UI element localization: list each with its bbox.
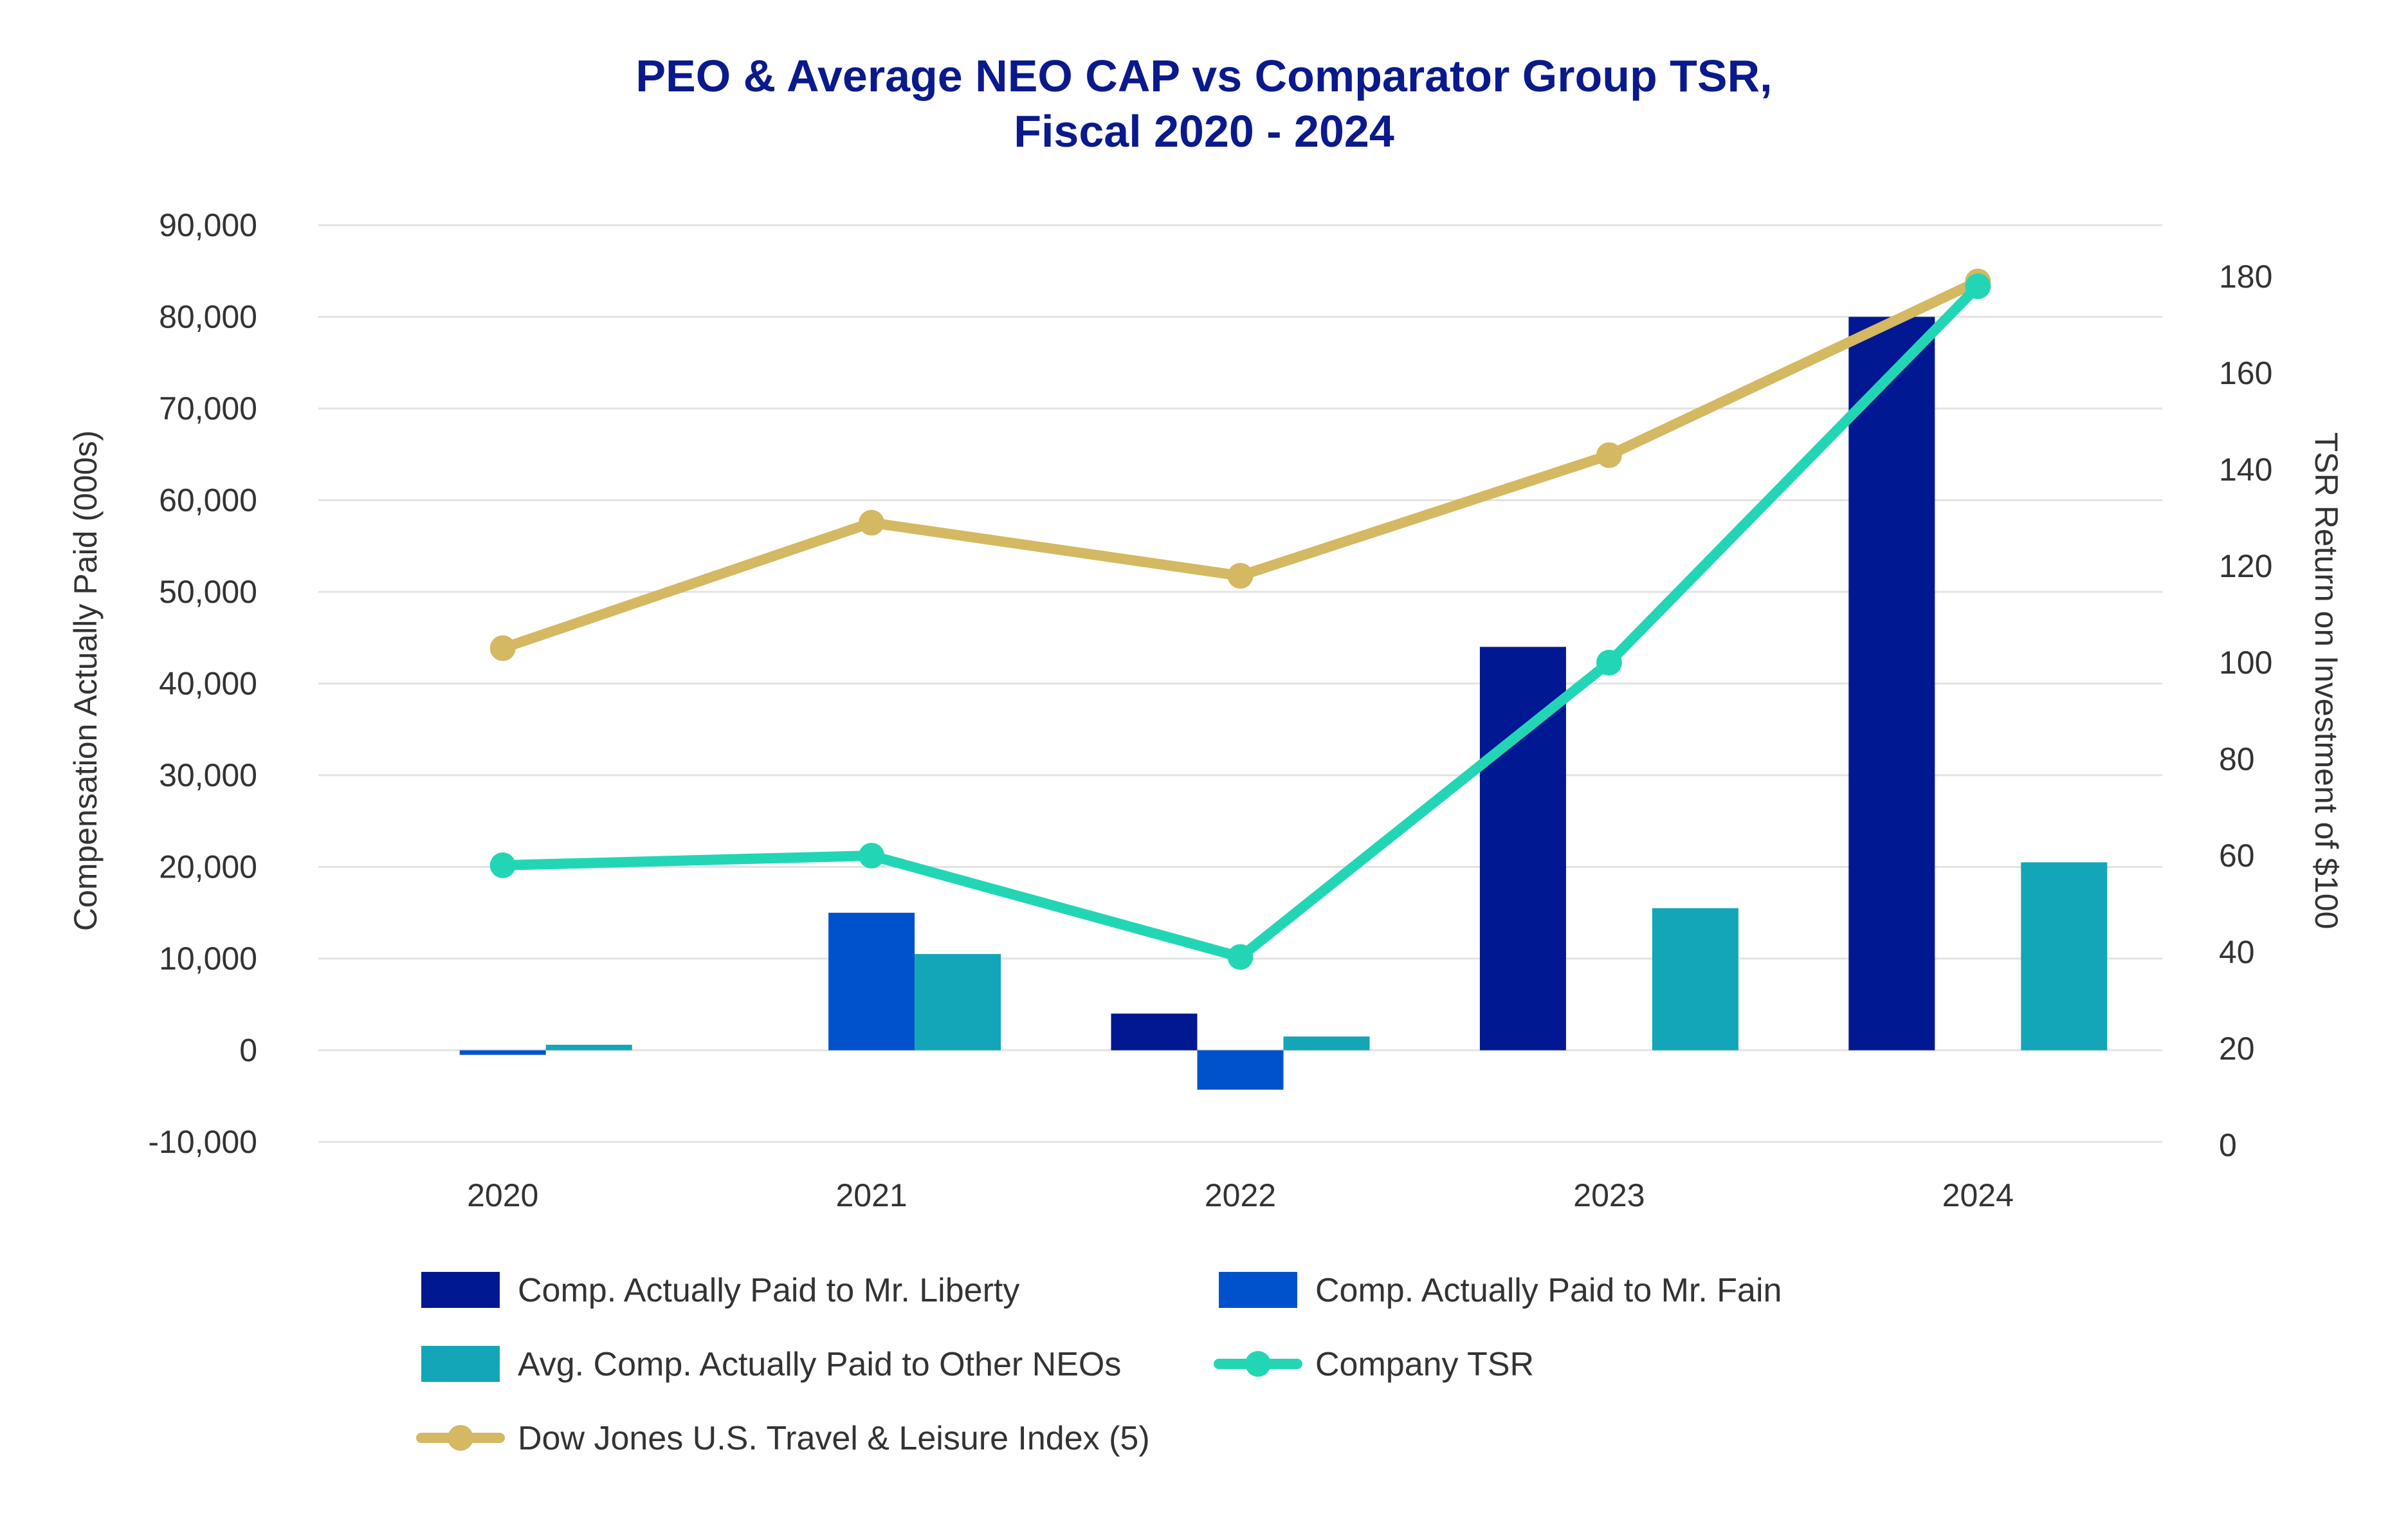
legend-label: Comp. Actually Paid to Mr. Fain — [1315, 1272, 1782, 1309]
y2-tick-label: 100 — [2219, 645, 2272, 681]
legend-marker — [448, 1425, 473, 1451]
y2-tick-label: 80 — [2219, 741, 2255, 777]
y-tick-label: 60,000 — [159, 483, 257, 519]
series-point — [1596, 650, 1622, 676]
x-tick-label: 2024 — [1942, 1177, 2014, 1213]
chart-title-line2: Fiscal 2020 - 2024 — [1014, 106, 1394, 156]
series-point — [489, 852, 516, 878]
lines — [489, 268, 1991, 970]
bar — [1111, 1013, 1198, 1051]
series-point — [859, 510, 885, 536]
series-point — [1227, 944, 1254, 970]
y2-tick-label: 0 — [2219, 1127, 2237, 1163]
bar — [828, 912, 915, 1051]
y-tick-label: 10,000 — [159, 941, 257, 977]
series-line — [497, 276, 1984, 654]
series-point — [859, 843, 885, 869]
legend-label: Dow Jones U.S. Travel & Leisure Index (5… — [518, 1420, 1150, 1457]
y2-axis-label: TSR Return on Investment of $100 — [2308, 432, 2344, 930]
y-tick-label: 80,000 — [159, 299, 257, 335]
legend-label: Comp. Actually Paid to Mr. Liberty — [518, 1272, 1019, 1309]
y-tick-label: 50,000 — [159, 574, 257, 610]
y2-tick-label: 60 — [2219, 838, 2255, 874]
x-tick-label: 2023 — [1573, 1177, 1645, 1213]
y-tick-label: 40,000 — [159, 666, 257, 702]
series-point — [1227, 563, 1254, 589]
bar — [459, 1050, 546, 1055]
legend-label: Company TSR — [1315, 1346, 1534, 1383]
bar — [2021, 862, 2108, 1051]
y-tick-label: 90,000 — [159, 207, 257, 243]
bar — [915, 953, 1001, 1051]
x-tick-label: 2021 — [835, 1177, 907, 1213]
y2-tick-label: 180 — [2219, 259, 2272, 295]
y-tick-label: 0 — [239, 1033, 257, 1069]
y2-tick-label: 40 — [2219, 934, 2255, 970]
bar — [1652, 908, 1738, 1051]
legend-swatch — [421, 1272, 500, 1308]
y-tick-label: 70,000 — [159, 391, 257, 427]
bar — [1197, 1050, 1284, 1090]
y-tick-label: 20,000 — [159, 849, 257, 885]
x-tick-label: 2022 — [1205, 1177, 1276, 1213]
y2-tick-label: 160 — [2219, 355, 2272, 391]
series-point — [489, 635, 516, 661]
bars — [459, 317, 2108, 1090]
y2-tick-label: 120 — [2219, 548, 2272, 584]
legend-swatch — [421, 1346, 500, 1382]
x-tick-label: 2020 — [467, 1177, 538, 1213]
series-point — [1965, 273, 1991, 299]
chart-title: PEO & Average NEO CAP vs Comparator Grou… — [635, 51, 1772, 101]
y-tick-label: -10,000 — [148, 1124, 257, 1160]
bar — [1283, 1036, 1370, 1051]
bar — [1848, 317, 1935, 1051]
legend-label: Avg. Comp. Actually Paid to Other NEOs — [518, 1346, 1121, 1383]
legend-marker — [1245, 1351, 1271, 1377]
y2-tick-label: 140 — [2219, 452, 2272, 488]
series-point — [1596, 442, 1622, 468]
legend-swatch — [1219, 1272, 1297, 1308]
y-tick-label: 30,000 — [159, 757, 257, 793]
tick-labels: 90,000 80,000 70,000 60,000 50,000 40,000 30,0… — [148, 207, 2272, 1213]
y2-tick-label: 20 — [2219, 1031, 2255, 1067]
legend: Comp. Actually Paid to Mr. Liberty Comp. … — [416, 1272, 1782, 1457]
bar — [545, 1044, 632, 1051]
y-axis-label: Compensation Actually Paid (000s) — [68, 430, 104, 931]
